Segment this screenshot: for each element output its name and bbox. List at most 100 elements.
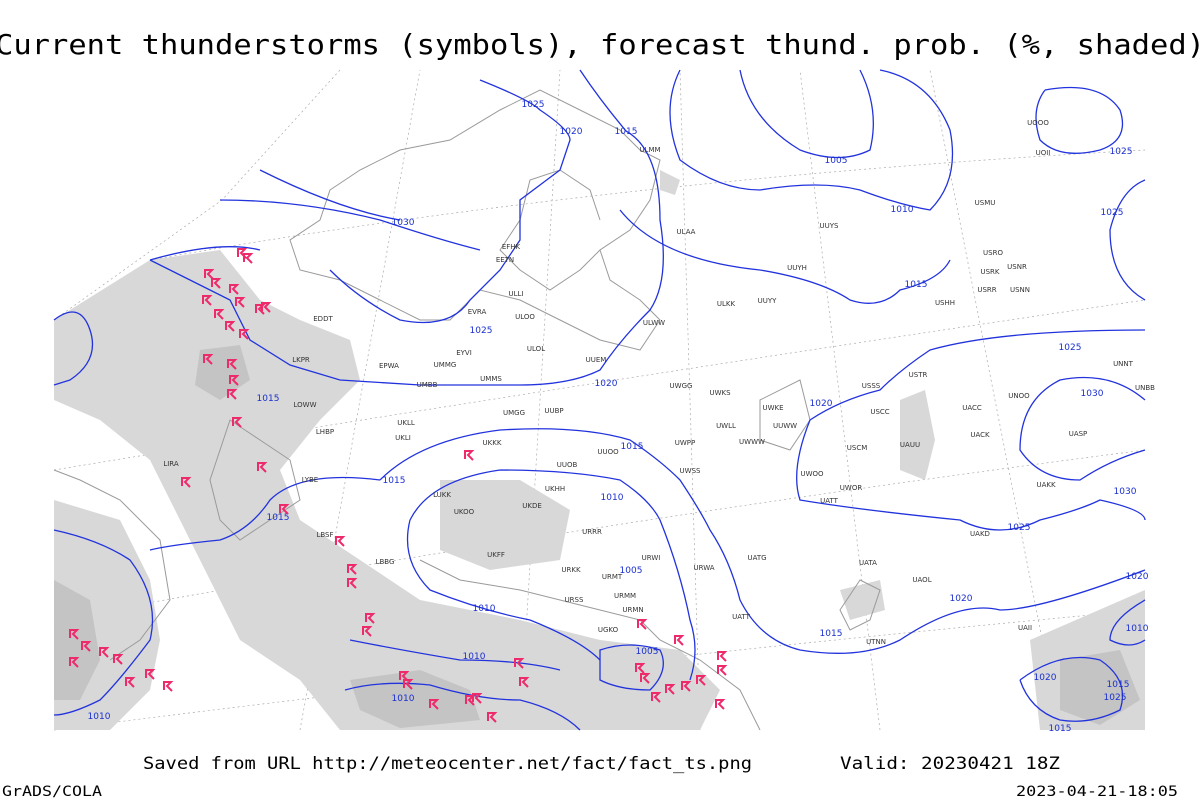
isobar-label: 1030 [1114, 487, 1137, 497]
station-label: UUBP [544, 407, 563, 415]
station-label: UKDE [522, 502, 542, 510]
isobar-label: 1020 [1126, 572, 1149, 582]
station-label: LBBG [376, 558, 395, 566]
station-label: LIRA [163, 460, 179, 468]
map-labels: 1025 1020 1015 1005 1010 1025 1025 1030 1025 1015… [88, 100, 1156, 734]
thunderstorm-symbol [145, 669, 156, 680]
thunderstorm-symbol [651, 692, 662, 703]
station-label: EVRA [468, 308, 487, 316]
thunderstorm-symbol [519, 677, 530, 688]
isobar-label: 1030 [1081, 389, 1104, 399]
isobar-label: 1025 [1008, 523, 1031, 533]
isobar-label: 1025 [470, 326, 493, 336]
isobar-label: 1015 [257, 394, 280, 404]
station-label: USSS [862, 382, 881, 390]
station-label: UWOO [800, 470, 824, 478]
title: Current thunderstorms (symbols), forecas… [0, 28, 1200, 61]
thunderstorm-symbol [203, 354, 214, 365]
station-label: USRO [983, 249, 1003, 257]
thunderstorm-symbol [69, 629, 80, 640]
isobar-label: 1010 [392, 694, 415, 704]
isobar-label: 1005 [636, 647, 659, 657]
station-label: UWPP [675, 439, 696, 447]
isobar-label: 1020 [950, 594, 973, 604]
station-label: UUYS [820, 222, 840, 230]
isobar-label: 1005 [620, 566, 643, 576]
isobar-label: 1010 [891, 205, 914, 215]
station-label: UMGG [503, 409, 525, 417]
thunderstorm-symbol [69, 657, 80, 668]
thunderstorm-symbol [181, 477, 192, 488]
thunderstorm-symbol [211, 278, 222, 289]
isobar-label: 1010 [473, 604, 496, 614]
thunderstorm-symbol [487, 712, 498, 723]
station-label: USNR [1007, 263, 1027, 271]
thunderstorm-symbol [347, 564, 358, 575]
isobar-label: 1025 [522, 100, 545, 110]
station-label: UWWW [739, 438, 765, 446]
station-label: EDDT [313, 315, 333, 323]
station-label: URMT [602, 573, 623, 581]
station-label: UAUU [900, 441, 920, 449]
thunderstorm-symbol [261, 302, 272, 313]
station-label: UATT [820, 497, 839, 505]
station-label: UWLL [716, 422, 736, 430]
station-label: EPWA [379, 362, 399, 370]
station-label: UWOR [840, 484, 863, 492]
isobar-label: 1025 [1110, 147, 1133, 157]
thunderstorm-symbol [514, 658, 525, 669]
station-label: USCC [870, 408, 889, 416]
station-label: URWA [693, 564, 714, 572]
isobar-label: 1015 [1107, 680, 1130, 690]
station-label: UNNT [1113, 360, 1134, 368]
station-label: URRR [582, 528, 602, 536]
station-label: URMM [614, 592, 636, 600]
station-label: ULLI [509, 290, 524, 298]
thunderstorm-symbol [403, 679, 414, 690]
isobar-label: 1015 [621, 442, 644, 452]
thunderstorm-symbol [243, 253, 254, 264]
thunderstorm-symbol [113, 654, 124, 665]
station-label: USMU [975, 199, 996, 207]
station-label: USRR [977, 286, 996, 294]
station-label: ULKK [717, 300, 736, 308]
thunderstorm-symbol [717, 651, 728, 662]
thunderstorm-symbol [429, 699, 440, 710]
station-label: UKKK [483, 439, 502, 447]
isobar-label: 1010 [1126, 624, 1149, 634]
station-label: USNN [1010, 286, 1030, 294]
station-label: UAKK [1036, 481, 1056, 489]
station-label: ULMM [639, 146, 660, 154]
isobar-label: 1015 [1049, 724, 1072, 734]
station-label: UNOO [1008, 392, 1030, 400]
thunderstorm-symbol [257, 462, 268, 473]
probability-shading [54, 170, 1145, 730]
station-label: UKLI [395, 434, 411, 442]
isobar-label: 1015 [267, 513, 290, 523]
station-label: UMMG [434, 361, 457, 369]
station-label: LBSF [316, 531, 333, 539]
station-label: UKHH [545, 485, 565, 493]
station-label: UKLL [397, 419, 415, 427]
station-label: UOII [1036, 149, 1051, 157]
station-label: UATG [747, 554, 766, 562]
station-label: UUWW [773, 422, 797, 430]
station-label: URMN [622, 606, 643, 614]
station-label: UACC [962, 404, 982, 412]
station-label: LHBP [316, 428, 334, 436]
isobar-label: 1020 [595, 379, 618, 389]
thunderstorm-symbol [202, 295, 213, 306]
thunderstorm-symbol [637, 619, 648, 630]
station-label: EETN [496, 256, 514, 264]
thunderstorm-symbol [365, 613, 376, 624]
thunderstorm-symbol [335, 536, 346, 547]
station-label: LOWW [293, 401, 316, 409]
thunderstorm-symbol [715, 699, 726, 710]
thunderstorm-symbol [696, 675, 707, 686]
station-label: UAOL [912, 576, 931, 584]
station-label: UWKS [709, 389, 731, 397]
isobar-label: 1025 [1104, 693, 1127, 703]
isobars [53, 69, 1146, 731]
isobar-label: 1020 [1034, 673, 1057, 683]
